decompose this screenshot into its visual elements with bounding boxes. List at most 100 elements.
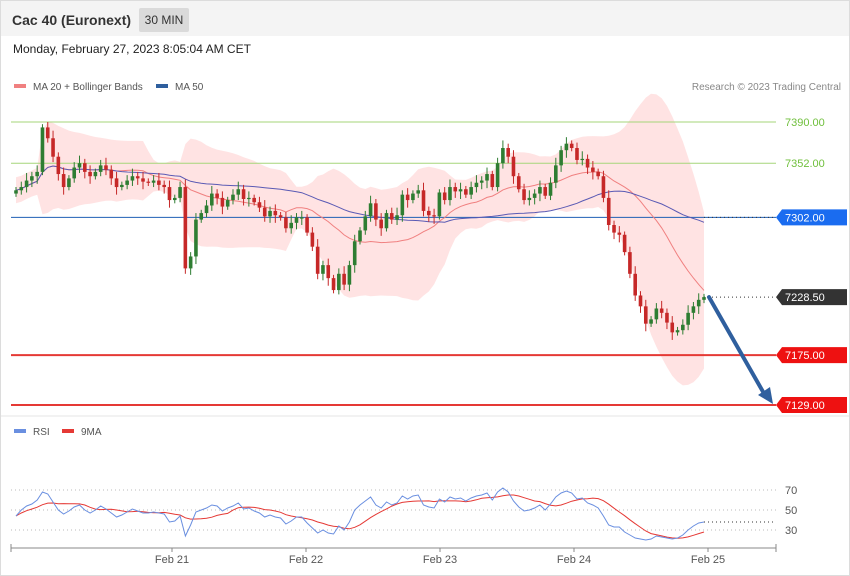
candle-body [326,265,331,279]
candle-body [591,167,595,172]
level-tag-label: 7390.00 [785,117,825,129]
candle-body [146,181,151,183]
candle-body [432,215,436,217]
candle-body [612,225,616,233]
candle-body [337,273,341,291]
candle-body [405,194,410,201]
candle-body [141,178,145,182]
candle-body [172,197,177,201]
ma50-legend-label: MA 50 [175,82,204,93]
candle-body [40,127,45,172]
candle-body [395,215,399,220]
candle-body [342,273,346,285]
candle-body [257,202,262,208]
rsi-ma-legend-swatch [62,429,74,433]
candle-body [485,174,489,181]
candle-body [125,180,129,185]
candle-body [437,192,442,217]
candle-body [178,187,182,198]
level-tag-bg [776,347,847,364]
title-bar: Cac 40 (Euronext) 30 MIN [1,1,849,36]
candle-body [305,217,309,233]
candle-body [506,148,510,157]
candle-body [696,299,701,307]
candle-body [225,200,230,207]
candle-body [363,216,368,231]
candle-body [278,215,283,218]
candle-body [35,171,39,177]
candle-body [665,312,669,323]
candle-body [469,187,473,195]
candle-body [231,194,235,201]
x-tick-label: Feb 25 [691,554,725,566]
candle-body [162,184,166,188]
candle-body [442,192,447,201]
candle-body [411,193,415,201]
level-tag-label: 7228.50 [785,292,825,304]
instrument-title: Cac 40 (Euronext) [12,12,132,28]
candle-body [527,197,532,201]
rsi-tick-label: 50 [785,505,797,517]
forecast-arrow-head [758,387,773,404]
candle-body [51,138,55,157]
candle-body [88,171,92,177]
rsi-tick-label: 70 [785,485,797,497]
rsi-tick-label: 30 [785,525,797,537]
candle-body [490,174,495,188]
candle-body [464,189,468,195]
candle-body [379,219,383,229]
candle-body [617,232,622,235]
candle-body [114,178,119,188]
candle-body [241,189,246,199]
candle-body [77,163,82,168]
candle-body [389,213,394,220]
candle-body [151,180,156,183]
candle-body [654,308,659,320]
candle-body [104,165,108,170]
level-tag-label: 7352.00 [785,158,825,170]
candle-body [167,187,172,201]
level-tag-label: 7129.00 [785,400,825,412]
ma20-legend-swatch [14,84,26,88]
candle-body [30,176,34,181]
candle-body [501,148,505,164]
candle-body [67,178,71,188]
candle-body [299,217,304,219]
rsi-line [15,487,705,541]
level-tags-layer: 7390.00 7352.00 7302.00 7228.50 7175.00 7129.… [776,117,847,413]
candle-body [210,193,214,206]
level-tag-bg [776,209,847,226]
candle-body [120,184,124,188]
candle-body [252,197,256,203]
candle-body [262,207,267,217]
candle-body [702,297,706,300]
candle-body [638,295,643,307]
candle-body [183,187,188,269]
candle-body [321,265,325,274]
candle-body [580,158,585,161]
candle-body [543,187,548,196]
candle-body [19,187,24,191]
candle-body [384,213,389,229]
candle-body [56,156,61,175]
ma50-legend-swatch [156,84,168,88]
candle-body [331,278,336,291]
candle-body [215,193,219,198]
candle-body [458,189,463,192]
candle-body [585,158,590,168]
level-tag-label: 7175.00 [785,350,825,362]
candle-body [236,189,241,195]
candle-body [421,190,426,211]
candle-body [643,306,648,324]
rsi-legend-swatch [14,429,26,433]
candle-body [289,222,293,229]
timeframe-badge[interactable]: 30 MIN [139,8,189,32]
rsi-layer: 70 50 30 [11,485,797,541]
candle-body [554,165,558,183]
candle-body [532,193,537,198]
candle-body [358,230,362,242]
candle-body [135,176,140,179]
candle-body [670,322,675,333]
x-ticks-layer: Feb 21 Feb 22 Feb 23 Feb 24 Feb 25 [155,548,725,566]
x-tick-label: Feb 21 [155,554,189,566]
